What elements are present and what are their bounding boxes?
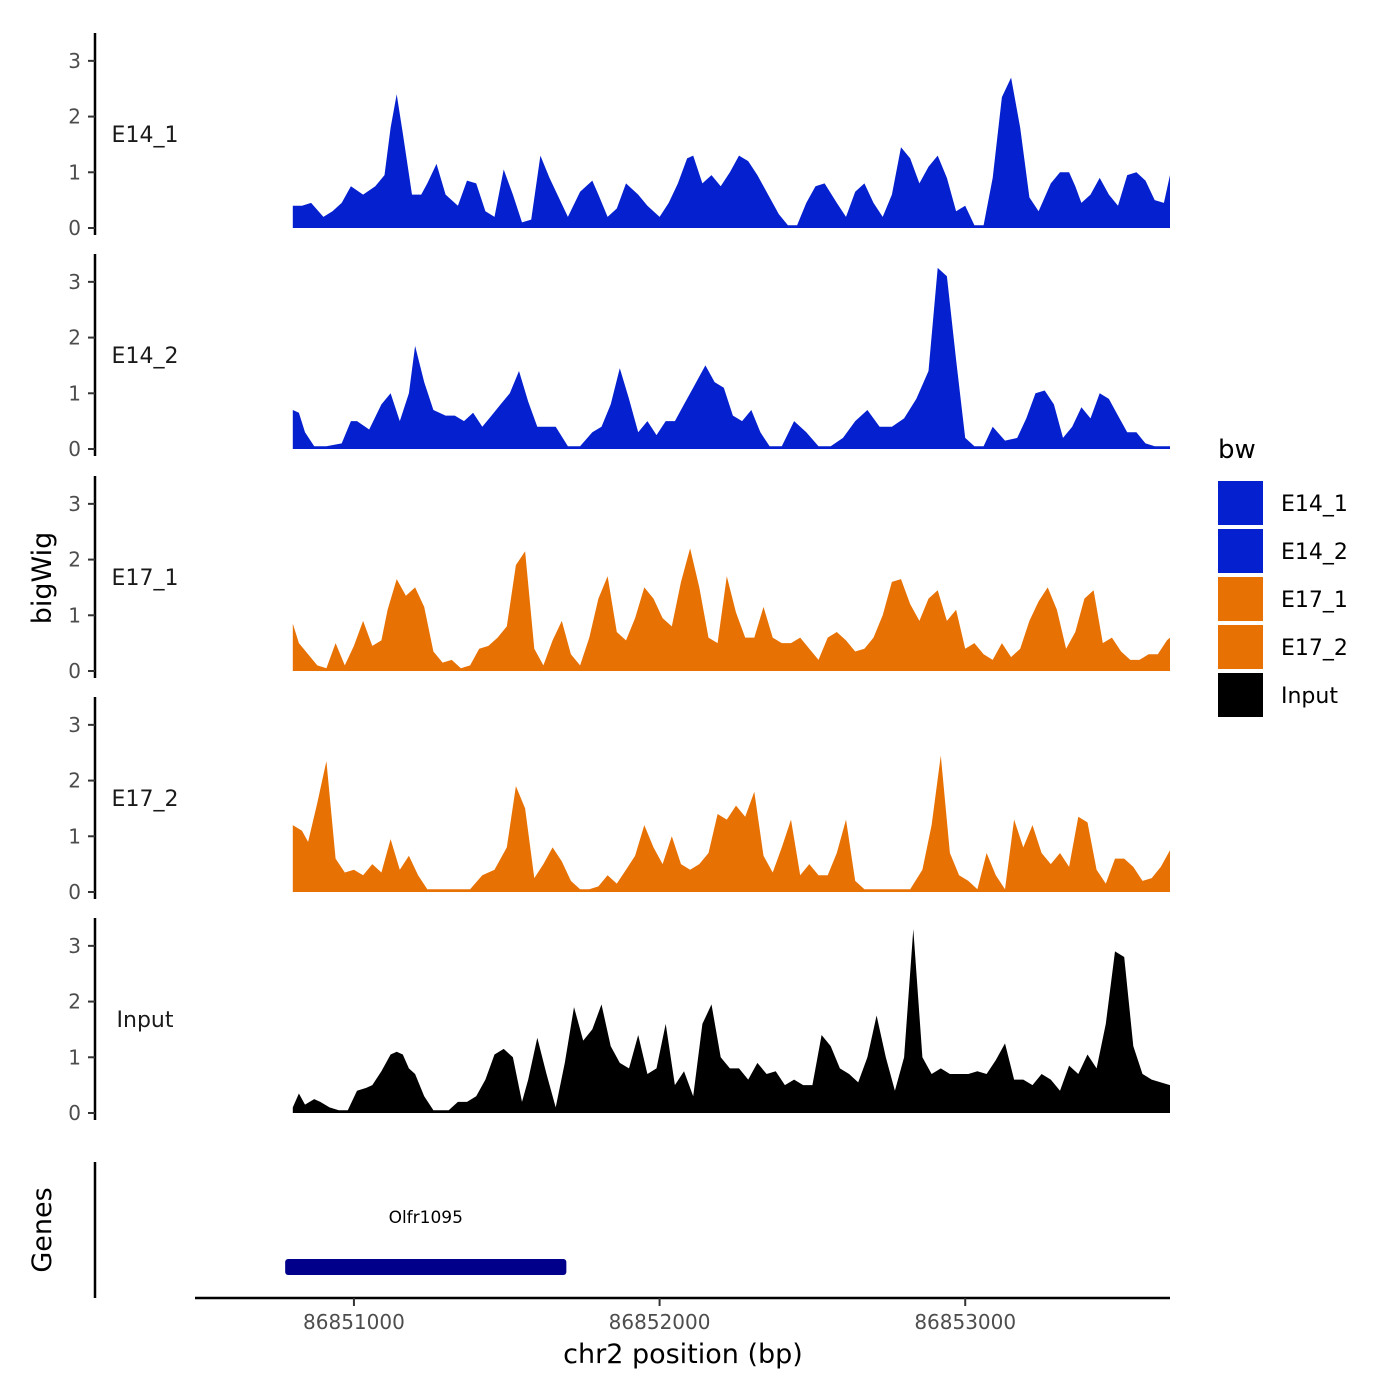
legend-title: bw xyxy=(1218,435,1256,465)
track-label: E14_2 xyxy=(112,344,179,369)
coverage-area-e14-1 xyxy=(292,77,1170,228)
x-tick-label: 86851000 xyxy=(303,1310,405,1334)
legend-label: E14_1 xyxy=(1281,492,1348,517)
y-tick-label: 1 xyxy=(68,1045,81,1069)
y-tick-label: 0 xyxy=(68,437,81,461)
track-label: Input xyxy=(117,1008,174,1033)
track-panel-e17-1: 0 1 2 3 E17_1 xyxy=(68,476,1170,683)
coverage-area-e17-2 xyxy=(292,755,1170,892)
legend-label: E17_2 xyxy=(1281,636,1348,661)
gene-label: Olfr1095 xyxy=(389,1208,463,1228)
gene-annotations: Olfr1095 xyxy=(285,1208,567,1275)
y-axis-title: bigWig xyxy=(27,532,58,625)
y-tick-label: 3 xyxy=(68,934,81,958)
x-axis: 86851000 86852000 86853000 xyxy=(195,1296,1170,1334)
track-label: E17_2 xyxy=(112,787,179,812)
x-tick-label: 86853000 xyxy=(914,1310,1016,1334)
x-axis-title: chr2 position (bp) xyxy=(563,1339,803,1370)
track-label: E14_1 xyxy=(112,123,179,148)
y-tick-label: 2 xyxy=(68,105,81,129)
y-tick-label: 1 xyxy=(68,381,81,405)
y-tick-label: 0 xyxy=(68,880,81,904)
legend-key-e14-1 xyxy=(1218,481,1263,525)
track-label: E17_1 xyxy=(112,566,179,591)
genes-panel-title: Genes xyxy=(27,1187,58,1272)
y-tick-label: 2 xyxy=(68,326,81,350)
y-tick-label: 2 xyxy=(68,548,81,572)
coverage-area-e17-1 xyxy=(292,548,1170,671)
legend-key-e17-1 xyxy=(1218,577,1263,621)
legend: bw E14_1 E14_2 E17_1 E17_2 Input xyxy=(1218,435,1348,717)
y-tick-label: 3 xyxy=(68,49,81,73)
y-tick-label: 1 xyxy=(68,160,81,184)
y-tick-label: 2 xyxy=(68,990,81,1014)
legend-label: E17_1 xyxy=(1281,588,1348,613)
legend-key-e17-2 xyxy=(1218,625,1263,669)
y-tick-label: 0 xyxy=(68,216,81,240)
x-tick-label: 86852000 xyxy=(609,1310,711,1334)
track-panel-e14-1: 0 1 2 3 E14_1 xyxy=(68,33,1170,240)
y-tick-label: 1 xyxy=(68,603,81,627)
track-panel-input: 0 1 2 3 Input xyxy=(68,918,1170,1125)
genes-panel: Genes Olfr1095 xyxy=(27,1162,567,1298)
gene-body-olfr1095 xyxy=(285,1259,567,1275)
y-tick-label: 2 xyxy=(68,769,81,793)
y-tick-label: 3 xyxy=(68,270,81,294)
track-panels: 0 1 2 3 E14_1 0 1 2 3 E14_2 0 1 2 3 E17_1 0 1 2 3 E17_2 0 1 2 3… xyxy=(68,33,1170,1125)
y-tick-label: 0 xyxy=(68,659,81,683)
track-panel-e14-2: 0 1 2 3 E14_2 xyxy=(68,254,1170,461)
coverage-area-input xyxy=(292,929,1170,1113)
track-panel-e17-2: 0 1 2 3 E17_2 xyxy=(68,697,1170,904)
legend-label: Input xyxy=(1281,684,1338,709)
y-tick-label: 3 xyxy=(68,713,81,737)
y-tick-label: 1 xyxy=(68,824,81,848)
y-tick-label: 0 xyxy=(68,1101,81,1125)
legend-label: E14_2 xyxy=(1281,540,1348,565)
legend-key-e14-2 xyxy=(1218,529,1263,573)
legend-key-input xyxy=(1218,673,1263,717)
coverage-area-e14-2 xyxy=(292,267,1170,449)
y-tick-label: 3 xyxy=(68,492,81,516)
